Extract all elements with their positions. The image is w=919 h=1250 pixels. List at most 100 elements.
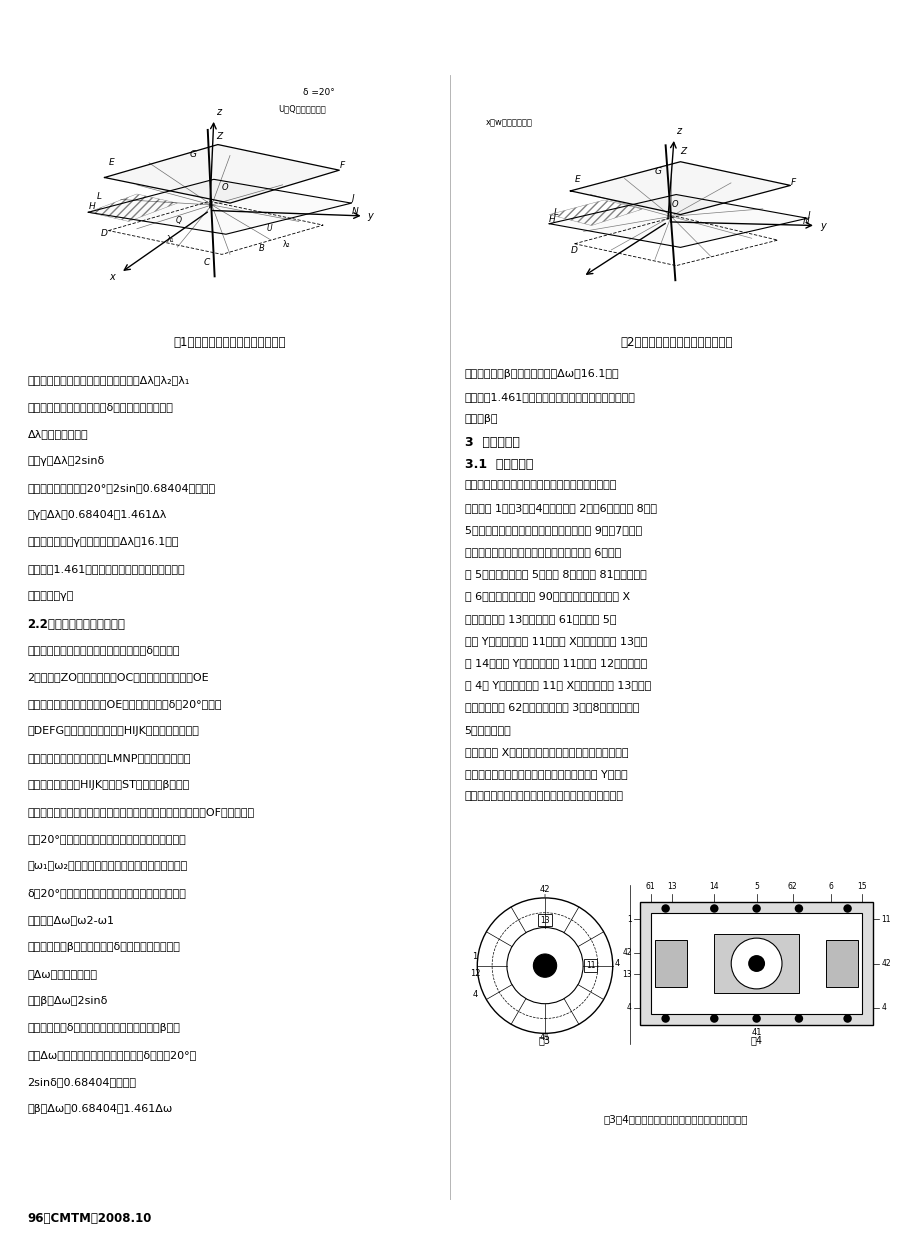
Text: 13: 13 bbox=[666, 881, 676, 890]
Text: 即主销后倾角γ为实际测量角Δλ的16.1倍。: 即主销后倾角γ为实际测量角Δλ的16.1倍。 bbox=[28, 538, 179, 548]
Polygon shape bbox=[105, 145, 339, 202]
Text: 41: 41 bbox=[751, 1029, 761, 1038]
Circle shape bbox=[533, 954, 556, 978]
Text: 平行于转向轮的支撑平面，方向指向转向轮前进方向。: 平行于转向轮的支撑平面，方向指向转向轮前进方向。 bbox=[464, 791, 623, 801]
Text: 重 4， Y轴角度传感器 11与 X轴角度传感器 13的信号: 重 4， Y轴角度传感器 11与 X轴角度传感器 13的信号 bbox=[464, 680, 650, 690]
Text: 42: 42 bbox=[539, 885, 550, 894]
Text: 销内倾角）形成的，垂直于转向节轴线且在水平面内的线段，OF是车轮向左: 销内倾角）形成的，垂直于转向节轴线且在水平面内的线段，OF是车轮向左 bbox=[28, 808, 255, 818]
Text: Q: Q bbox=[176, 216, 181, 225]
Circle shape bbox=[709, 1014, 718, 1022]
Text: 2.2　主销内倾角的测量原理: 2.2 主销内倾角的测量原理 bbox=[28, 618, 125, 631]
Text: 12: 12 bbox=[470, 969, 480, 979]
Circle shape bbox=[752, 1014, 760, 1022]
Text: E: E bbox=[108, 158, 114, 166]
Text: 为与车轮平行平面的线段，OE是车轮向右转动δ＝20°，四边: 为与车轮平行平面的线段，OE是车轮向右转动δ＝20°，四边 bbox=[28, 699, 221, 709]
Text: 61: 61 bbox=[645, 881, 655, 890]
Text: 15: 15 bbox=[857, 881, 867, 890]
Bar bbox=[537, 914, 551, 926]
Text: 62: 62 bbox=[787, 881, 797, 890]
Circle shape bbox=[752, 904, 760, 912]
Text: δ＝20°时，转向节轴线与水平面的夹角。主销内倾: δ＝20°时，转向节轴线与水平面的夹角。主销内倾 bbox=[28, 889, 187, 899]
Text: D: D bbox=[100, 229, 108, 238]
Text: Δλ存在如下关系：: Δλ存在如下关系： bbox=[28, 429, 88, 439]
Text: 这样，用1.461倍的关系标定仪器，就可以直接读主销: 这样，用1.461倍的关系标定仪器，就可以直接读主销 bbox=[464, 391, 635, 401]
Text: J: J bbox=[807, 211, 809, 220]
Text: 数检测器 1（图3、图4）、手持仲 2（图6）、夹具 8（图: 数检测器 1（图3、图4）、手持仲 2（图6）、夹具 8（图 bbox=[464, 503, 656, 512]
Text: G: G bbox=[189, 150, 197, 159]
Text: 结构要点在于转向轮定位参数检测器包括壳 6、连接: 结构要点在于转向轮定位参数检测器包括壳 6、连接 bbox=[464, 548, 620, 558]
Text: z: z bbox=[675, 126, 681, 136]
Circle shape bbox=[731, 938, 781, 989]
Text: β＝Δω／0.68404＝1.461Δω: β＝Δω／0.68404＝1.461Δω bbox=[28, 1104, 173, 1114]
Circle shape bbox=[709, 904, 718, 912]
Text: G: G bbox=[654, 168, 662, 176]
Text: 1: 1 bbox=[627, 915, 631, 924]
Text: x: x bbox=[109, 272, 116, 282]
Text: δ =20°: δ =20° bbox=[302, 89, 335, 98]
Text: H: H bbox=[549, 215, 555, 224]
Text: 11: 11 bbox=[585, 961, 595, 970]
Text: 所谓的 X轴是指平行于转向轮的支撑平面，方向指: 所谓的 X轴是指平行于转向轮的支撑平面，方向指 bbox=[464, 746, 628, 756]
Text: 2所示），ZO为主销轴线，OC为转向节轴线方向，OE: 2所示），ZO为主销轴线，OC为转向节轴线方向，OE bbox=[28, 672, 209, 682]
Text: 由信号输出口 62输出，标定工装 3（图8）有与连接柅: 由信号输出口 62输出，标定工装 3（图8）有与连接柅 bbox=[464, 703, 639, 712]
Text: 41: 41 bbox=[539, 1032, 550, 1041]
Text: 6: 6 bbox=[827, 881, 833, 890]
Text: H: H bbox=[88, 201, 95, 210]
Text: 接， Y轴角度传感器 11悬挂在 X轴角度传感器 13的转: 接， Y轴角度传感器 11悬挂在 X轴角度传感器 13的转 bbox=[464, 636, 646, 646]
Text: 96　CMTM　2008.10: 96 CMTM 2008.10 bbox=[28, 1212, 152, 1225]
Text: 仍以左前轮为例，当车轮向左右转动δ时（如图: 仍以左前轮为例，当车轮向左右转动δ时（如图 bbox=[28, 645, 180, 655]
Text: 量角Δω存在唯一确定关系。通常规定δ转角为20°，: 量角Δω存在唯一确定关系。通常规定δ转角为20°， bbox=[28, 1050, 197, 1060]
Bar bbox=[654, 940, 686, 986]
Text: 3  新测量装置: 3 新测量装置 bbox=[464, 436, 519, 449]
Circle shape bbox=[794, 1014, 802, 1022]
Text: 产品·技术 | Product & Technology: 产品·技术 | Product & Technology bbox=[369, 49, 550, 61]
Text: 图3、4　转向轮定位参数检测器的原理结构示意图: 图3、4 转向轮定位参数检测器的原理结构示意图 bbox=[603, 1114, 748, 1124]
Bar bbox=[825, 940, 857, 986]
Text: 壳 6内有两个空间互相 90度的角度传感器，其中 X: 壳 6内有两个空间互相 90度的角度传感器，其中 X bbox=[464, 591, 629, 601]
Bar bbox=[650, 912, 861, 1014]
Text: z: z bbox=[216, 107, 221, 118]
Text: 主销内倾角β与转向轮转角δ、主销内倾角测量角: 主销内倾角β与转向轮转角δ、主销内倾角测量角 bbox=[28, 942, 180, 952]
Text: 的平面，该平面是HIJK平面以ST为轴转动β角（主: 的平面，该平面是HIJK平面以ST为轴转动β角（主 bbox=[28, 780, 189, 790]
Text: 11: 11 bbox=[880, 915, 890, 924]
Text: 主销后倾　与转向轮转角δ、主销后倾角测量角: 主销后倾 与转向轮转角δ、主销后倾角测量角 bbox=[28, 401, 174, 411]
Text: 这样，用1.461倍的关系标定仪器，就可以直接读: 这样，用1.461倍的关系标定仪器，就可以直接读 bbox=[28, 564, 185, 574]
Text: N: N bbox=[351, 208, 357, 216]
Text: U: U bbox=[267, 224, 272, 232]
Text: 1: 1 bbox=[472, 952, 477, 961]
Text: 角测量角Δω＝ω2-ω1: 角测量角Δω＝ω2-ω1 bbox=[28, 915, 115, 925]
Text: 图2　主销内倾角的测量原理计算图: 图2 主销内倾角的测量原理计算图 bbox=[619, 336, 732, 349]
Text: 轴角度传感器 13通过固定夹 61和连接柅 5固: 轴角度传感器 13通过固定夹 61和连接柅 5固 bbox=[464, 614, 616, 624]
Text: 向垂直转向轮前进方向即转向轮轴线的外侧； Y轴是指: 向垂直转向轮前进方向即转向轮轴线的外侧； Y轴是指 bbox=[464, 769, 627, 779]
Text: 42: 42 bbox=[880, 959, 891, 968]
Text: 图1　主销后倾角的测量原理计算图: 图1 主销后倾角的测量原理计算图 bbox=[174, 336, 286, 349]
Text: 形DEFG表示水平面，四边形HIJK相对于水平面的夹: 形DEFG表示水平面，四边形HIJK相对于水平面的夹 bbox=[28, 726, 199, 736]
Circle shape bbox=[843, 1014, 851, 1022]
Text: O: O bbox=[221, 184, 228, 192]
Text: D: D bbox=[570, 246, 576, 255]
Text: L: L bbox=[553, 208, 558, 216]
Text: 角Δω存在如下关系：: 角Δω存在如下关系： bbox=[28, 969, 97, 979]
Text: 5，与常用测量装置夹具相同）、转向圆盘 9（图7）。其: 5，与常用测量装置夹具相同）、转向圆盘 9（图7）。其 bbox=[464, 525, 641, 535]
Text: N: N bbox=[802, 216, 809, 226]
Text: 2sinδ＝0.68404，故有：: 2sinδ＝0.68404，故有： bbox=[28, 1078, 136, 1088]
Text: B: B bbox=[258, 244, 264, 252]
Circle shape bbox=[661, 1014, 669, 1022]
Text: L: L bbox=[96, 192, 101, 201]
Polygon shape bbox=[570, 161, 789, 215]
Bar bbox=[640, 902, 872, 1025]
Text: 内倾角β。: 内倾角β。 bbox=[464, 414, 497, 424]
Text: 14: 14 bbox=[709, 881, 719, 890]
Text: 图3: 图3 bbox=[539, 1035, 550, 1045]
Text: y: y bbox=[368, 211, 373, 221]
Text: J: J bbox=[351, 194, 354, 204]
Text: γ＝Δλ／2sinδ: γ＝Δλ／2sinδ bbox=[28, 456, 105, 466]
Text: 柅 14上，在 Y轴角度传感器 11的转柅 12上悬挂有配: 柅 14上，在 Y轴角度传感器 11的转柅 12上悬挂有配 bbox=[464, 658, 646, 668]
Text: E: E bbox=[574, 175, 580, 184]
Text: x、w位于水平面内: x、w位于水平面内 bbox=[485, 119, 532, 127]
Text: 线与水平面的夹角。主销后倾角测量角Δλ＝λ₂－λ₁: 线与水平面的夹角。主销后倾角测量角Δλ＝λ₂－λ₁ bbox=[28, 375, 189, 385]
Text: U、Q位于水平面内: U、Q位于水平面内 bbox=[278, 105, 326, 114]
Circle shape bbox=[661, 904, 669, 912]
Text: 即主销内倾角β为实际测量角度Δω的16.1倍，: 即主销内倾角β为实际测量角度Δω的16.1倍， bbox=[464, 370, 618, 380]
Text: Z: Z bbox=[680, 148, 686, 156]
